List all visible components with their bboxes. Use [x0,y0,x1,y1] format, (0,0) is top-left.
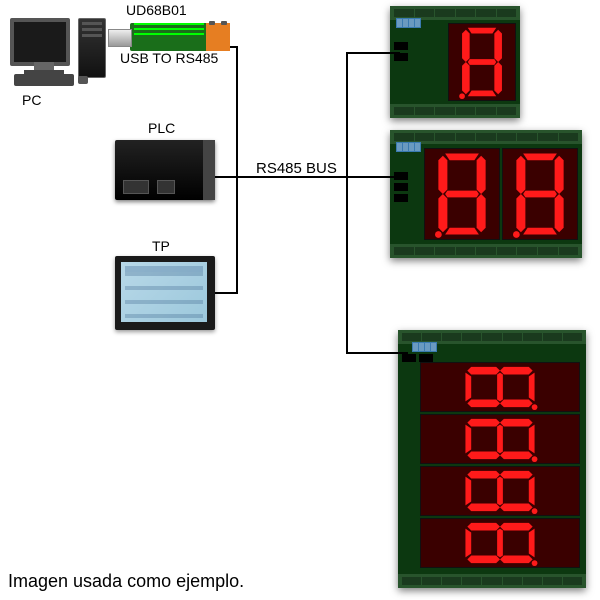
tp-node [115,256,215,330]
wire-usb-h [230,46,238,48]
plc-node [115,140,215,200]
usb-sub-label: USB TO RS485 [120,50,218,66]
wire-plc-h [215,176,238,178]
pc-tower-icon [78,18,106,78]
display-3-board [398,344,586,574]
digit [424,148,500,240]
caption-text: Imagen usada como ejemplo. [8,571,244,592]
pc-node [10,18,110,88]
digit [420,518,580,568]
digit [420,362,580,412]
usb-model-label: UD68B01 [126,2,187,18]
display-1 [390,6,520,118]
terminal-block-icon [396,142,421,152]
tp-label: TP [152,238,170,254]
display-3 [398,330,586,588]
wire-tp-h [215,292,238,294]
plc-label: PLC [148,120,175,136]
pc-monitor-icon [10,18,70,66]
digit [420,414,580,464]
din-rail-icon [390,244,582,258]
pc-label: PC [22,92,41,108]
din-rail-icon [398,574,586,588]
ic-chips-icon [402,354,433,362]
wire-bus-vert [346,52,348,352]
digit [448,23,516,101]
wire-to-d3 [346,352,408,354]
tp-icon [115,256,215,330]
terminal-block-icon [396,18,421,28]
wire-bus-main [236,176,346,178]
usb-converter-node [130,20,230,51]
plc-icon [115,140,215,200]
display-2-board [390,144,582,244]
pc-keyboard-icon [14,74,74,86]
wire-to-d2 [346,176,400,178]
terminal-block-icon [412,342,437,352]
digit [420,466,580,516]
display-1-board [390,20,520,104]
wire-tp-up [236,178,238,294]
din-rail-icon [390,104,520,118]
usb-converter-icon [130,23,230,51]
wire-usb-down [236,48,238,178]
tp-screen-icon [121,262,207,322]
digit [502,148,578,240]
display-2 [390,130,582,258]
wire-to-d1 [346,52,400,54]
bus-label: RS485 BUS [256,160,337,177]
